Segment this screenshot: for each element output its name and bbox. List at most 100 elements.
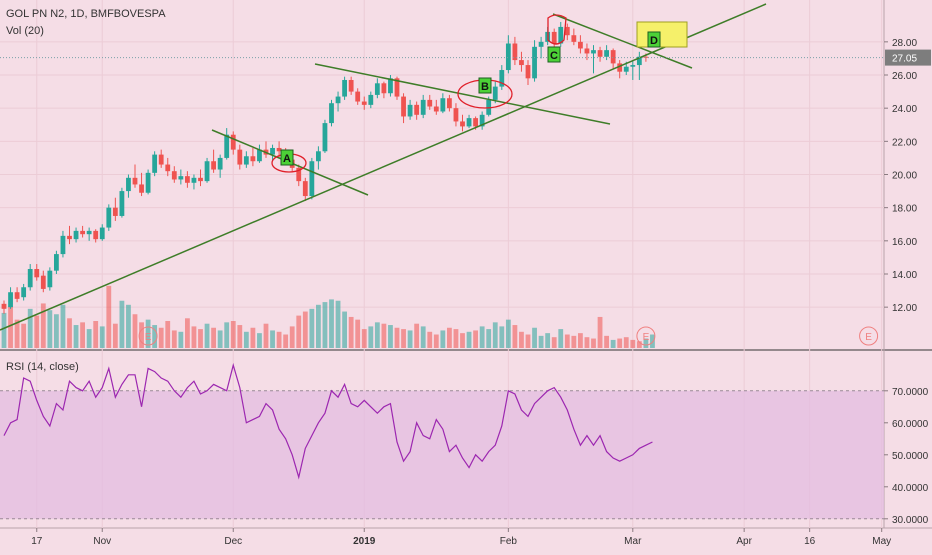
candle-body	[165, 164, 171, 172]
volume-bar	[401, 329, 406, 348]
volume-bar	[532, 327, 537, 348]
volume-bar	[342, 311, 347, 348]
candle-body	[171, 171, 177, 180]
candle-body	[302, 181, 308, 197]
rsi-band	[0, 390, 884, 519]
volume-bar	[80, 322, 85, 348]
annotation-label: C	[550, 50, 558, 62]
volume-bar	[60, 304, 66, 348]
price-tick-label: 26.00	[892, 71, 917, 82]
candle-body	[250, 156, 256, 162]
volume-bar	[578, 333, 583, 348]
candle-body	[578, 41, 583, 49]
price-tick-label: 16.00	[892, 237, 917, 248]
candle-body	[309, 161, 315, 197]
volume-bar	[564, 334, 570, 348]
candle-body	[230, 134, 236, 150]
candle-body	[93, 230, 99, 240]
volume-bar	[8, 306, 13, 348]
volume-bar	[217, 330, 223, 348]
volume-bar	[486, 329, 492, 348]
volume-bar	[263, 323, 269, 348]
volume-bar	[650, 334, 655, 348]
volume-bar	[139, 322, 144, 348]
volume-bar	[27, 308, 33, 348]
time-tick-label: 2019	[353, 536, 376, 547]
candle-body	[551, 31, 557, 44]
candle-body	[27, 269, 33, 288]
candle-body	[617, 63, 623, 72]
earnings-label: E	[865, 332, 872, 343]
volume-bar	[604, 335, 609, 348]
earnings-label: E	[643, 332, 650, 343]
volume-bar	[584, 337, 590, 348]
annotation-label: B	[481, 81, 489, 93]
volume-bar	[479, 326, 485, 348]
time-tick-label: Apr	[736, 536, 752, 547]
candle-body	[139, 184, 144, 193]
volume-bar	[302, 311, 308, 348]
annotation-label: D	[650, 35, 658, 47]
volume-bar	[270, 330, 275, 348]
candle-body	[47, 270, 53, 288]
volume-bar	[309, 308, 315, 348]
candle-body	[499, 70, 505, 87]
trend-line	[314, 63, 611, 125]
candle-body	[414, 104, 420, 115]
time-tick-label: 16	[804, 536, 816, 547]
volume-bar	[316, 304, 321, 348]
candle-body	[112, 207, 118, 216]
candle-body	[427, 99, 433, 107]
symbol-title: GOL PN N2, 1D, BMFBOVESPA	[6, 8, 166, 20]
candle-body	[505, 43, 511, 71]
candle-body	[329, 103, 334, 124]
candle-body	[519, 60, 524, 66]
candle-body	[348, 79, 354, 92]
candle-body	[604, 50, 609, 57]
volume-bar	[440, 330, 446, 348]
candle-body	[54, 254, 59, 271]
volume-bar	[145, 319, 151, 348]
volume-bar	[132, 314, 138, 348]
volume-bar	[505, 319, 511, 348]
volume-bar	[512, 325, 518, 348]
candle-body	[126, 177, 131, 192]
volume-bar	[617, 338, 623, 348]
volume-bar	[257, 333, 262, 348]
trend-line	[0, 3, 767, 331]
volume-bar	[355, 319, 361, 348]
volume-bar	[237, 325, 243, 348]
candle-body	[296, 167, 302, 182]
volume-bar	[630, 339, 636, 348]
volume-bar	[198, 329, 203, 348]
volume-bar	[276, 331, 282, 348]
volume-bar	[636, 341, 642, 348]
candle-body	[80, 230, 85, 235]
candle-body	[145, 172, 151, 193]
candle-body	[342, 79, 347, 97]
volume-bar	[466, 331, 472, 348]
volume-bar	[14, 319, 20, 348]
volume-bar	[119, 300, 125, 348]
volume-bar	[447, 327, 452, 348]
candle-body	[40, 275, 46, 289]
trend-annotations: A B C D	[0, 3, 884, 331]
volume-bar	[283, 334, 289, 348]
price-tick-label: 24.00	[892, 104, 917, 115]
volume-bar	[407, 330, 413, 348]
candle-body	[466, 118, 472, 127]
price-tick-label: 12.00	[892, 303, 917, 314]
time-tick-label: Mar	[624, 536, 642, 547]
volume-bar	[335, 300, 341, 348]
rsi-tick-label: 60.0000	[892, 419, 929, 430]
candle-body	[8, 292, 13, 308]
volume-bar	[492, 322, 498, 348]
volume-bar	[519, 331, 524, 348]
candle-body	[60, 235, 66, 255]
volume-bar	[296, 315, 302, 348]
volume-bar	[348, 316, 354, 348]
target-zone	[636, 21, 688, 48]
